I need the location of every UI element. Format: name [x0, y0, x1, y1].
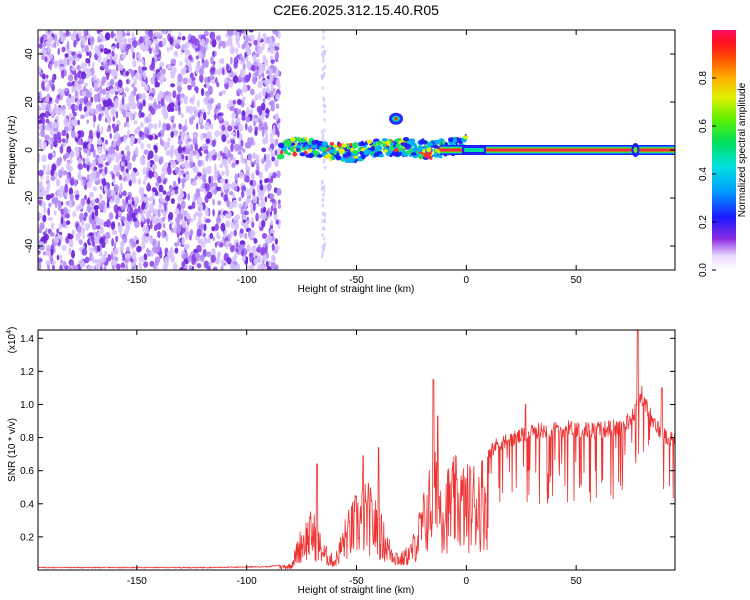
y-tick-label: 1.0 [20, 400, 34, 411]
y-tick-label: 0.4 [20, 499, 34, 510]
x-tick-label: -100 [237, 576, 257, 587]
y-tick-label: 0.6 [20, 466, 34, 477]
x-tick-label: -100 [237, 275, 257, 286]
snr-y-label: SNR (10 * v/v) [7, 418, 18, 482]
colorbar-tick-label: 0.0 [698, 263, 709, 277]
y-tick-label: 40 [24, 48, 35, 60]
colorbar-ticks: 0.0 0.2 0.4 0.6 0.8 [698, 71, 716, 277]
y-tick-label: -20 [24, 190, 35, 205]
snr-x-label: Height of straight line (km) [298, 585, 415, 596]
colorbar-tick-label: 0.4 [698, 167, 709, 181]
x-tick-label: -150 [127, 576, 147, 587]
x-tick-label: 50 [571, 576, 583, 587]
main-track [276, 134, 675, 164]
colorbar-tick-label: 0.6 [698, 119, 709, 133]
snr-x-axis: -150 -100 -50 0 50 [127, 330, 582, 587]
spectrogram-x-axis: -150 -100 -50 0 50 [127, 30, 582, 286]
faint-spike [320, 30, 327, 259]
x-tick-label: -50 [349, 576, 364, 587]
y-tick-label: 0 [24, 147, 35, 153]
spectrogram-content [38, 30, 675, 270]
snr-y-axis: 0.2 0.4 0.6 0.8 1.0 1.2 1.4 [20, 334, 675, 543]
x-tick-label: -150 [127, 275, 147, 286]
x-tick-label: 0 [464, 275, 470, 286]
noise-speckle [38, 30, 282, 270]
x-tick-label: -50 [349, 275, 364, 286]
figure-title: C2E6.2025.312.15.40.R05 [273, 2, 439, 18]
spectral-blob [389, 112, 404, 125]
colorbar: 0.0 0.2 0.4 0.6 0.8 Normalized spectral ampl… [698, 30, 748, 277]
spectrogram-panel: -150 -100 -50 0 50 -40 -20 0 20 40 Height of str… [7, 29, 676, 295]
colorbar-tick-label: 0.8 [698, 71, 709, 85]
y-tick-label: 1.2 [20, 367, 34, 378]
snr-multiplier: (x104) [6, 327, 18, 354]
colorbar-tick-label: 0.2 [698, 215, 709, 229]
y-tick-label: 20 [24, 96, 35, 108]
snr-panel: -150 -100 -50 0 50 0.2 0.4 0.6 0.8 1.0 1.2 1.4 Hei… [6, 327, 676, 596]
spectrogram-x-label: Height of straight line (km) [298, 284, 415, 295]
colorbar-gradient [712, 30, 736, 270]
y-tick-label: -40 [24, 238, 35, 253]
snr-series-line [38, 330, 675, 570]
x-tick-label: 0 [464, 576, 470, 587]
colorbar-label: Normalized spectral amplitude [737, 82, 748, 217]
spectrogram-y-axis: -40 -20 0 20 40 [24, 48, 675, 253]
y-tick-label: 1.4 [20, 334, 34, 345]
y-tick-label: 0.8 [20, 433, 34, 444]
spectrogram-y-label: Frequency (Hz) [7, 116, 18, 185]
y-tick-label: 0.2 [20, 532, 34, 543]
x-tick-label: 50 [571, 275, 583, 286]
